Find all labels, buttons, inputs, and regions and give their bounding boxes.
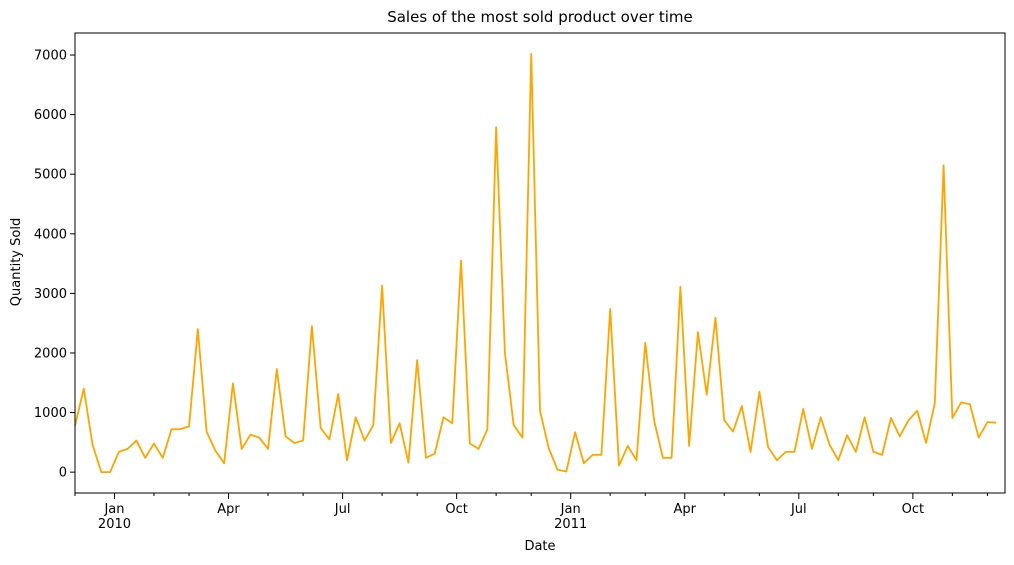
x-tick-label: Jul <box>790 502 807 517</box>
x-tick-year-label: 2010 <box>98 517 131 532</box>
y-tick-label: 4000 <box>34 227 67 242</box>
x-tick-label: Oct <box>902 502 924 517</box>
x-axis-label: Date <box>524 539 555 554</box>
x-tick-label: Apr <box>674 502 697 517</box>
x-tick-label: Oct <box>445 502 467 517</box>
y-tick-label: 0 <box>59 466 67 481</box>
x-tick-label: Apr <box>217 502 240 517</box>
y-tick-label: 5000 <box>34 168 67 183</box>
y-axis-label: Quantity Sold <box>9 218 24 306</box>
x-tick-label: Jan <box>103 502 124 517</box>
y-tick-label: 7000 <box>34 49 67 64</box>
plot-frame <box>74 32 1006 494</box>
series-line-quantity-sold <box>74 52 997 474</box>
y-tick-label: 6000 <box>34 108 67 123</box>
x-tick-label: Jul <box>334 502 351 517</box>
x-tick-year-label: 2011 <box>554 517 587 532</box>
y-tick-label: 2000 <box>34 346 67 361</box>
x-tick-label: Jan <box>560 502 581 517</box>
chart-title: Sales of the most sold product over time <box>387 8 693 26</box>
y-tick-label: 1000 <box>34 406 67 421</box>
y-tick-label: 3000 <box>34 287 67 302</box>
